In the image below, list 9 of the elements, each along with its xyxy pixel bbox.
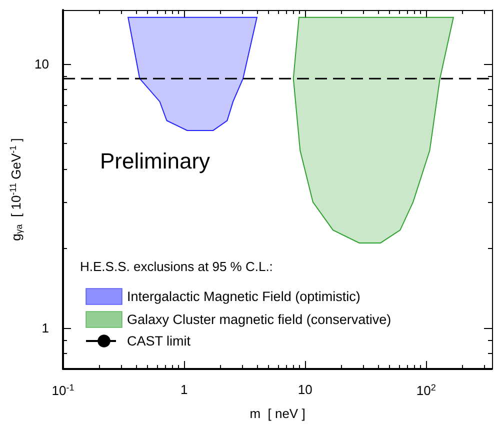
y-axis-title: gγa [ 10-11 GeV-1 ] xyxy=(8,138,24,241)
legend-label: Galaxy Cluster magnetic field (conservative) xyxy=(127,312,392,327)
x-axis-title: m [ neV ] xyxy=(250,406,306,421)
legend-label: CAST limit xyxy=(127,334,191,348)
annotation: Preliminary xyxy=(100,148,210,174)
x-tick-label: 10 xyxy=(298,382,312,397)
x-tick-label: 1 xyxy=(180,382,188,397)
legend-title: H.E.S.S. exclusions at 95 % C.L.: xyxy=(80,259,273,274)
legend-label: Intergalactic Magnetic Field (optimistic) xyxy=(127,289,360,304)
